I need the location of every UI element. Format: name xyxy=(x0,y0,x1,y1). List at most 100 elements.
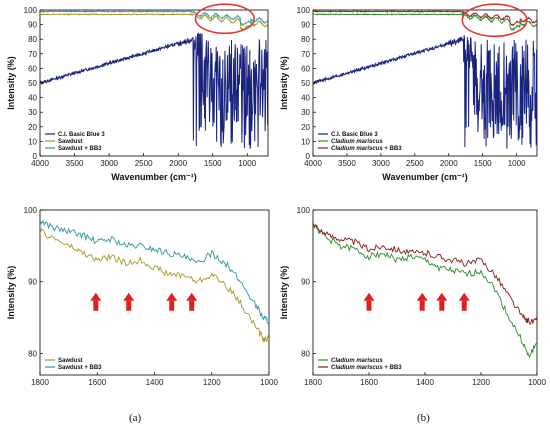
legend-label: Cladium mariscus + BB3 xyxy=(331,146,402,152)
x-tick-label: 1400 xyxy=(416,378,434,387)
series-line-2 xyxy=(313,10,537,26)
plot-area xyxy=(40,10,268,149)
arrow-head xyxy=(90,292,102,301)
x-tick-label: 1200 xyxy=(472,378,490,387)
x-tick-label: 3000 xyxy=(100,159,118,168)
x-tick-label: 1800 xyxy=(304,378,322,387)
legend-label: C.I. Basic Blue 3 xyxy=(58,132,105,138)
y-tick-label: 100 xyxy=(297,206,311,215)
arrow-head xyxy=(123,292,135,301)
series-line-1 xyxy=(40,13,268,32)
chart-0: 4000 3500 3000 2500 2000 1500 1000 0 10 20 30 40 50 6… xyxy=(6,3,269,182)
y-tick-label: 90 xyxy=(301,21,310,30)
highlight-ellipse xyxy=(461,3,528,38)
arrow-shaft xyxy=(189,300,195,311)
y-tick-label: 20 xyxy=(301,123,310,132)
y-axis-label: Intensity (%) xyxy=(6,56,16,110)
series-line-0 xyxy=(40,32,268,149)
arrow-head xyxy=(436,292,448,301)
series-line-1 xyxy=(313,12,537,32)
x-tick-label: 3500 xyxy=(338,159,356,168)
x-axis-label: Wavenumber (cm⁻¹) xyxy=(111,172,196,182)
arrow-marker-0 xyxy=(90,292,102,311)
arrow-head xyxy=(186,292,198,301)
x-axis-label: Wavenumber (cm⁻¹) xyxy=(382,172,467,182)
y-tick-label: 50 xyxy=(301,79,310,88)
legend-item-2: Sawdust + BB3 xyxy=(45,146,102,152)
legend-label: Sawdust xyxy=(58,358,83,364)
arrow-head xyxy=(416,292,428,301)
x-tick-label: 1500 xyxy=(474,159,492,168)
arrow-marker-2 xyxy=(436,292,448,311)
y-tick-label: 80 xyxy=(301,35,310,44)
series-line-1 xyxy=(313,222,537,325)
legend-item-0: C.I. Basic Blue 3 xyxy=(318,132,378,138)
x-tick-label: 1000 xyxy=(238,159,256,168)
arrow-head xyxy=(458,292,470,301)
y-tick-label: 50 xyxy=(28,79,37,88)
arrow-head xyxy=(363,292,375,301)
x-tick-label: 4000 xyxy=(304,159,322,168)
plot-area xyxy=(313,10,537,149)
legend-label: Sawdust xyxy=(58,139,83,145)
y-tick-label: 30 xyxy=(301,108,310,117)
arrow-head xyxy=(166,292,178,301)
plot-area xyxy=(313,222,537,358)
y-tick-label: 80 xyxy=(301,349,310,358)
y-tick-label: 80 xyxy=(28,349,37,358)
series-line-0 xyxy=(313,35,537,149)
chart-3: 1800 1600 1400 1200 1000 80 90 100 Intensity (%)… xyxy=(279,206,546,387)
series-line-2 xyxy=(40,10,268,26)
x-tick-label: 1200 xyxy=(203,378,221,387)
arrow-shaft xyxy=(169,300,175,311)
plot-area xyxy=(40,219,269,343)
y-tick-label: 40 xyxy=(301,94,310,103)
arrow-shaft xyxy=(366,300,372,311)
arrow-shaft xyxy=(126,300,132,311)
series-line-0 xyxy=(40,228,269,343)
legend-item-0: Sawdust xyxy=(45,358,83,364)
x-tick-label: 1000 xyxy=(508,159,526,168)
legend-label: Sawdust + BB3 xyxy=(58,365,102,371)
y-tick-label: 60 xyxy=(301,64,310,73)
plot-frame xyxy=(312,209,538,376)
y-tick-label: 10 xyxy=(301,137,310,146)
y-tick-label: 90 xyxy=(28,278,37,287)
x-tick-label: 3500 xyxy=(66,159,84,168)
series-line-0 xyxy=(313,223,537,358)
y-tick-label: 90 xyxy=(301,278,310,287)
chart-2: 1800 1600 1400 1200 1000 80 90 100 Intensity (%)… xyxy=(6,206,278,387)
y-tick-label: 30 xyxy=(28,108,37,117)
x-tick-label: 1600 xyxy=(88,378,106,387)
x-tick-label: 2500 xyxy=(406,159,424,168)
arrow-shaft xyxy=(439,300,445,311)
x-tick-label: 1400 xyxy=(146,378,164,387)
x-tick-label: 1500 xyxy=(204,159,222,168)
x-tick-label: 1000 xyxy=(260,378,278,387)
legend-item-1: Cladium mariscus + BB3 xyxy=(318,365,402,371)
legend-item-0: Cladium mariscus xyxy=(318,358,383,364)
y-tick-label: 90 xyxy=(28,21,37,30)
legend-label: Cladium mariscus xyxy=(331,139,383,145)
legend-item-1: Sawdust + BB3 xyxy=(45,365,102,371)
y-tick-label: 0 xyxy=(306,152,311,161)
arrow-marker-0 xyxy=(363,292,375,311)
legend-label: C.I. Basic Blue 3 xyxy=(331,132,378,138)
chart-1: 4000 3500 3000 2500 2000 1500 1000 0 10 20 30 40 50 6… xyxy=(279,3,538,182)
x-tick-label: 2000 xyxy=(440,159,458,168)
series-line-1 xyxy=(40,219,269,325)
arrow-marker-3 xyxy=(458,292,470,311)
y-tick-label: 40 xyxy=(28,94,37,103)
arrow-marker-3 xyxy=(186,292,198,311)
legend-label: Cladium mariscus xyxy=(331,358,383,364)
y-tick-label: 70 xyxy=(301,50,310,59)
y-tick-label: 100 xyxy=(24,6,38,15)
x-tick-label: 2500 xyxy=(135,159,153,168)
arrow-marker-2 xyxy=(166,292,178,311)
y-tick-label: 0 xyxy=(33,152,38,161)
arrow-marker-1 xyxy=(123,292,135,311)
y-tick-label: 60 xyxy=(28,64,37,73)
y-tick-label: 20 xyxy=(28,123,37,132)
x-tick-label: 1800 xyxy=(31,378,49,387)
